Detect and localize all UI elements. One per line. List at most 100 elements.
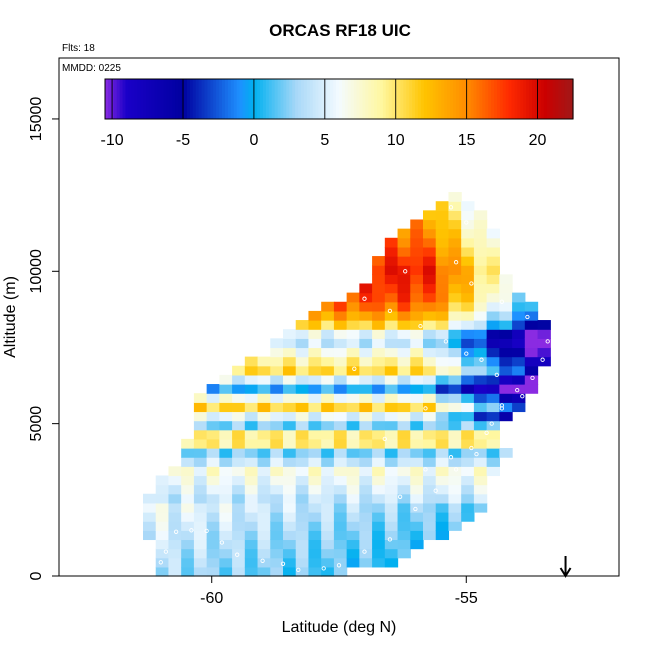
heatmap-cell	[486, 301, 500, 312]
data-marker	[194, 375, 199, 381]
heatmap-cell	[423, 521, 437, 531]
heatmap-cell	[295, 411, 310, 422]
heatmap-cell	[270, 374, 284, 385]
data-marker	[163, 549, 169, 554]
heatmap-cell	[346, 347, 360, 358]
heatmap-cell	[321, 466, 335, 477]
heatmap-cell	[461, 429, 475, 440]
heatmap-cell	[206, 502, 220, 513]
colorbar-segment	[543, 79, 548, 119]
heatmap-cell	[461, 246, 475, 257]
colorbar-segment	[400, 79, 404, 119]
heatmap-cell	[512, 374, 526, 385]
data-marker	[158, 445, 163, 451]
heatmap-cell	[308, 393, 322, 403]
heatmap-cell	[270, 347, 284, 358]
heatmap-cell	[486, 265, 500, 275]
heatmap-cell	[308, 411, 322, 422]
heatmap-cell	[219, 374, 233, 385]
heatmap-cell	[321, 384, 335, 394]
heatmap-cell	[435, 265, 450, 275]
heatmap-cell	[435, 530, 450, 541]
heatmap-cell	[423, 466, 437, 477]
colorbar-segment	[219, 79, 223, 119]
heatmap-cell	[219, 466, 233, 477]
heatmap-cell	[346, 521, 360, 531]
heatmap-cell	[270, 512, 284, 522]
heatmap-cell	[410, 438, 424, 449]
heatmap-cell	[308, 429, 322, 440]
colorbar-segment	[371, 79, 375, 119]
heatmap-cell	[295, 484, 310, 495]
heatmap-cell	[308, 374, 322, 385]
heatmap-cell	[283, 484, 297, 495]
heatmap-cell	[232, 365, 246, 376]
heatmap-cell	[423, 338, 437, 349]
colorbar-segment	[248, 79, 252, 119]
heatmap-cell	[257, 548, 271, 559]
heatmap-cell	[168, 539, 182, 550]
heatmap-cell	[244, 448, 259, 458]
heatmap-cell	[219, 457, 233, 467]
heatmap-cell	[372, 329, 386, 339]
heatmap-cell	[499, 356, 513, 367]
heatmap-cell	[461, 256, 475, 266]
heatmap-cell	[397, 521, 411, 531]
colorbar-segment	[514, 79, 519, 119]
heatmap-cell	[232, 393, 246, 403]
heatmap-cell	[359, 530, 373, 541]
heatmap-cell	[410, 292, 424, 303]
colorbar-segment	[511, 79, 516, 119]
heatmap-cell	[397, 256, 411, 266]
heatmap-cell	[193, 457, 208, 467]
heatmap-cell	[321, 438, 335, 449]
heatmap-cell	[448, 347, 462, 358]
heatmap-cell	[359, 347, 373, 358]
heatmap-cell	[372, 420, 386, 431]
heatmap-cell	[435, 374, 450, 385]
heatmap-cell	[193, 438, 208, 449]
heatmap-cell	[448, 521, 462, 531]
heatmap-cell	[486, 347, 500, 358]
heatmap-cell	[372, 466, 386, 477]
heatmap-cell	[359, 557, 373, 568]
heatmap-cell	[397, 448, 411, 458]
heatmap-cell	[473, 237, 488, 248]
heatmap-cell	[359, 448, 373, 458]
heatmap-cell	[372, 356, 386, 367]
heatmap-cell	[244, 402, 259, 413]
heatmap-cell	[206, 384, 220, 394]
heatmap-cell	[308, 493, 322, 504]
heatmap-cell	[321, 320, 335, 330]
heatmap-cell	[206, 457, 220, 467]
colorbar-ticks: -10 -5 0 5 10 15 20	[101, 79, 547, 149]
heatmap-cell	[270, 365, 284, 376]
heatmap-cell	[321, 548, 335, 559]
heatmap-cell	[206, 448, 220, 458]
heatmap-cell	[410, 365, 424, 376]
y-tick-label: 5000	[28, 406, 45, 442]
heatmap-cell	[473, 292, 488, 303]
heatmap-cell	[219, 502, 233, 513]
heatmap-cell	[346, 484, 360, 495]
heatmap-cell	[435, 402, 450, 413]
heatmap-cell	[410, 228, 424, 239]
heatmap-cell	[244, 475, 259, 486]
colorbar-segment	[549, 79, 554, 119]
heatmap-cell	[486, 246, 500, 257]
heatmap-cell	[283, 338, 297, 349]
heatmap-cell	[333, 512, 348, 522]
heatmap-cell	[321, 365, 335, 376]
colorbar-frame	[104, 78, 574, 120]
data-marker	[525, 314, 530, 320]
colorbar-segment	[224, 79, 229, 119]
heatmap-cell	[206, 521, 220, 531]
colorbar-segment	[368, 79, 372, 119]
heatmap-cell	[346, 493, 360, 504]
heatmap-cell	[232, 420, 246, 431]
data-marker	[469, 281, 474, 286]
y-tick-label: 10000	[28, 249, 45, 294]
colorbar-segment	[303, 79, 308, 119]
heatmap-cell	[321, 347, 335, 358]
heatmap-cell	[473, 246, 488, 257]
